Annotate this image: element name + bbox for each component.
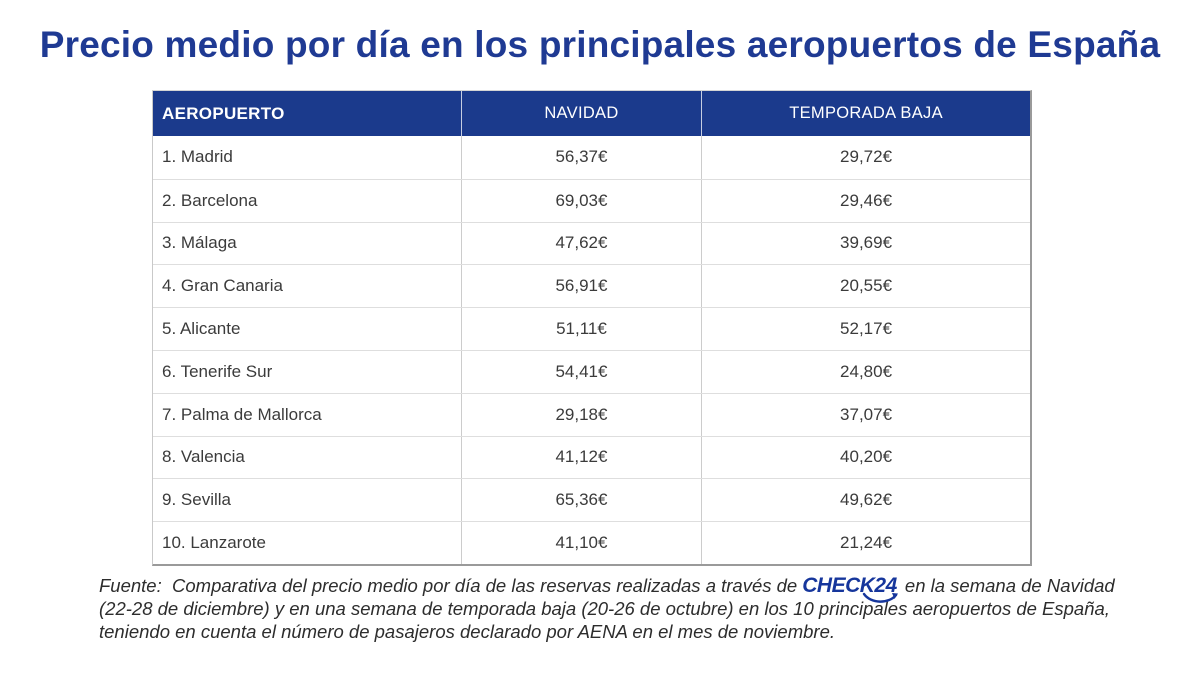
temporada-baja-price-cell: 37,07€ <box>701 393 1030 436</box>
airport-cell: 5. Alicante <box>162 319 241 339</box>
airport-cell: 10. Lanzarote <box>162 533 266 553</box>
temporada-baja-price-cell: 40,20€ <box>701 436 1030 479</box>
navidad-price-cell: 29,18€ <box>460 393 701 436</box>
navidad-price-cell: 51,11€ <box>460 308 701 350</box>
table-row: 3. Málaga 47,62€ 39,69€ <box>153 221 1030 265</box>
airport-cell: 3. Málaga <box>162 233 237 253</box>
navidad-price-cell: 41,12€ <box>460 436 701 479</box>
source-text-before: Fuente: Comparativa del precio medio por… <box>99 575 798 596</box>
navidad-price-cell: 56,37€ <box>460 136 701 179</box>
airport-cell: 8. Valencia <box>162 447 245 467</box>
temporada-baja-price-cell: 39,69€ <box>701 222 1030 265</box>
page-title: Precio medio por día en los principales … <box>39 24 1161 65</box>
table-row: 6. Tenerife Sur 54,41€ 24,80€ <box>153 349 1030 393</box>
price-table: AEROPUERTO NAVIDAD TEMPORADA BAJA 1. Mad… <box>152 90 1032 566</box>
airport-cell: 9. Sevilla <box>162 490 231 510</box>
temporada-baja-price-cell: 20,55€ <box>701 265 1030 308</box>
table-row: 10. Lanzarote 41,10€ 21,24€ <box>153 521 1030 564</box>
table-body: 1. Madrid 56,37€ 29,72€ 2. Barcelona 69,… <box>153 136 1030 564</box>
navidad-price-cell: 56,91€ <box>460 265 701 308</box>
table-row: 2. Barcelona 69,03€ 29,46€ <box>153 178 1030 222</box>
table-row: 5. Alicante 51,11€ 52,17€ <box>153 307 1030 350</box>
airport-cell: 1. Madrid <box>162 147 233 167</box>
check24-logo-text: CHECK24 <box>802 574 897 597</box>
navidad-price-cell: 54,41€ <box>460 350 701 393</box>
source-text-after: en la semana de Navidad (22-28 de diciem… <box>99 575 1115 642</box>
airport-cell: 6. Tenerife Sur <box>162 361 273 381</box>
check24-logo: CHECK24 <box>797 574 900 603</box>
airport-cell: 7. Palma de Mallorca <box>162 404 322 424</box>
table-row: 9. Sevilla 65,36€ 49,62€ <box>153 478 1030 522</box>
temporada-baja-price-cell: 21,24€ <box>701 522 1030 564</box>
navidad-price-cell: 47,62€ <box>460 222 701 265</box>
table-row: 4. Gran Canaria 56,91€ 20,55€ <box>153 264 1030 308</box>
navidad-price-cell: 65,36€ <box>460 479 701 522</box>
table-row: 1. Madrid 56,37€ 29,72€ <box>153 136 1030 179</box>
navidad-price-cell: 69,03€ <box>460 179 701 222</box>
temporada-baja-price-cell: 29,46€ <box>701 179 1030 222</box>
table-row: 8. Valencia 41,12€ 40,20€ <box>153 435 1030 479</box>
temporada-baja-price-cell: 24,80€ <box>701 350 1030 393</box>
column-header-aeropuerto: AEROPUERTO <box>162 103 285 123</box>
airport-cell: 4. Gran Canaria <box>162 276 283 296</box>
navidad-price-cell: 41,10€ <box>460 522 701 564</box>
column-header-navidad: NAVIDAD <box>460 91 701 136</box>
source-note: Fuente: Comparativa del precio medio por… <box>99 574 1131 643</box>
table-header-row: AEROPUERTO NAVIDAD TEMPORADA BAJA <box>153 91 1030 136</box>
temporada-baja-price-cell: 49,62€ <box>701 479 1030 522</box>
column-header-temporada-baja: TEMPORADA BAJA <box>701 91 1030 136</box>
airport-cell: 2. Barcelona <box>162 190 258 210</box>
temporada-baja-price-cell: 52,17€ <box>701 308 1030 350</box>
logo-swoosh-arrow-icon <box>862 592 898 603</box>
temporada-baja-price-cell: 29,72€ <box>701 136 1030 179</box>
table-row: 7. Palma de Mallorca 29,18€ 37,07€ <box>153 392 1030 436</box>
